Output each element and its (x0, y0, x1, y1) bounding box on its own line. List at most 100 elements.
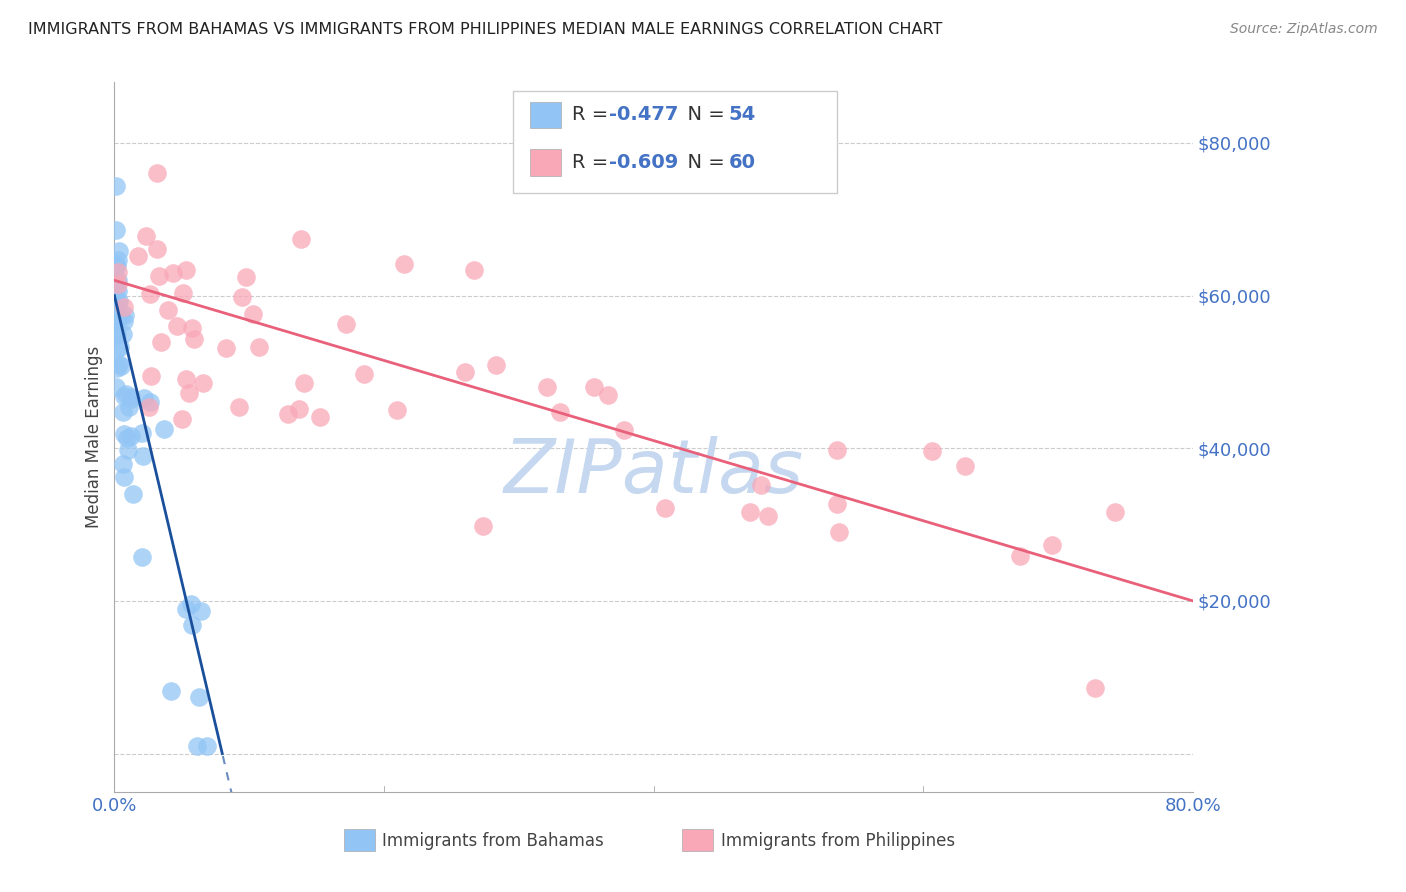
Text: -0.477: -0.477 (609, 105, 679, 124)
Point (277, 407, 299, 421)
Point (135, 229, 157, 244)
Point (1010, 549, 1032, 563)
Point (193, 376, 215, 391)
Point (181, 618, 204, 632)
Text: IMMIGRANTS FROM BAHAMAS VS IMMIGRANTS FROM PHILIPPINES MEDIAN MALE EARNINGS CORR: IMMIGRANTS FROM BAHAMAS VS IMMIGRANTS FR… (28, 22, 942, 37)
Point (120, 428, 142, 442)
Point (114, 389, 136, 403)
Point (148, 268, 170, 283)
Point (105, 343, 128, 357)
Point (131, 425, 153, 440)
Point (187, 690, 209, 705)
Point (290, 232, 312, 246)
Point (105, 327, 128, 342)
Point (104, 223, 127, 237)
Point (112, 300, 135, 314)
Point (548, 405, 571, 419)
Point (162, 266, 184, 280)
Point (1104, 505, 1126, 519)
Point (107, 265, 129, 279)
Point (111, 457, 134, 471)
Point (105, 260, 128, 274)
Point (139, 369, 162, 384)
Point (738, 505, 761, 519)
Point (828, 524, 851, 539)
Point (177, 385, 200, 400)
Text: Immigrants from Bahamas: Immigrants from Bahamas (382, 831, 605, 850)
Point (112, 427, 135, 442)
Point (132, 391, 155, 405)
Point (112, 314, 135, 328)
Point (166, 319, 188, 334)
Point (195, 739, 218, 753)
Point (105, 328, 128, 343)
Point (114, 308, 136, 322)
Point (172, 286, 194, 301)
Point (145, 242, 167, 256)
Point (108, 357, 131, 371)
Point (105, 360, 128, 375)
Point (825, 496, 848, 510)
Point (127, 249, 149, 263)
Point (953, 458, 976, 473)
Point (186, 739, 208, 753)
Point (107, 253, 129, 268)
Point (160, 683, 183, 698)
Point (107, 244, 129, 259)
Point (108, 293, 131, 308)
Point (454, 365, 477, 379)
Text: ZIPatlas: ZIPatlas (503, 436, 804, 508)
Point (170, 412, 193, 426)
Point (247, 340, 270, 354)
Point (353, 367, 375, 381)
Point (104, 283, 127, 297)
Text: Immigrants from Philippines: Immigrants from Philippines (721, 831, 955, 850)
Point (107, 284, 129, 298)
Point (107, 296, 129, 310)
Point (152, 421, 174, 435)
Point (110, 310, 132, 324)
Point (149, 335, 172, 350)
Point (107, 273, 129, 287)
Point (596, 388, 619, 402)
Point (139, 287, 162, 301)
Point (613, 423, 636, 437)
Point (131, 550, 153, 565)
Y-axis label: Median Male Earnings: Median Male Earnings (86, 346, 103, 528)
Point (309, 409, 332, 424)
Point (183, 333, 205, 347)
Point (104, 315, 127, 329)
Point (104, 380, 127, 394)
Point (108, 340, 131, 354)
Point (132, 449, 155, 463)
Text: N =: N = (675, 105, 731, 124)
Point (1084, 681, 1107, 695)
Point (756, 508, 779, 523)
Point (235, 270, 257, 285)
Point (190, 604, 212, 618)
Point (138, 400, 160, 414)
Point (825, 442, 848, 457)
Point (536, 380, 558, 394)
Text: -0.609: -0.609 (609, 153, 678, 171)
Point (115, 386, 138, 401)
Point (463, 263, 485, 277)
Point (231, 290, 253, 304)
Point (392, 257, 415, 271)
Point (104, 275, 127, 289)
Point (120, 390, 142, 404)
Point (583, 380, 606, 394)
Text: R =: R = (572, 105, 614, 124)
Point (751, 478, 773, 492)
Point (105, 179, 128, 194)
Point (156, 302, 179, 317)
Point (485, 359, 508, 373)
Point (335, 317, 357, 331)
Point (288, 402, 311, 417)
Text: 60: 60 (728, 153, 755, 171)
Point (174, 601, 197, 615)
Point (111, 405, 134, 419)
Text: N =: N = (675, 153, 731, 171)
Point (117, 431, 139, 445)
Point (104, 257, 127, 271)
